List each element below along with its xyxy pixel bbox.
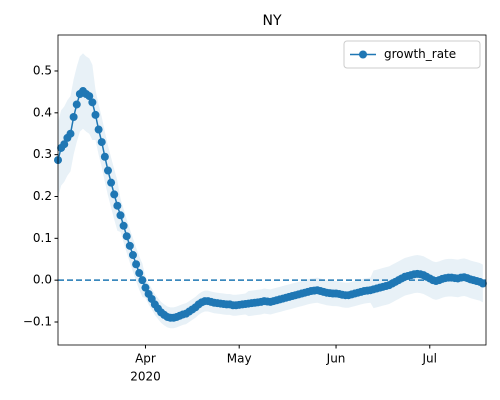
legend-marker bbox=[359, 50, 367, 59]
point bbox=[72, 100, 81, 109]
point bbox=[116, 211, 125, 220]
x-tick-sublabel: 2020 bbox=[130, 370, 161, 384]
x-tick-label: Jul bbox=[422, 352, 437, 366]
point bbox=[66, 129, 75, 138]
y-tick-label: 0.0 bbox=[33, 273, 52, 287]
confidence-band bbox=[58, 53, 483, 329]
point bbox=[128, 251, 137, 260]
point bbox=[103, 166, 112, 175]
x-tick-label: Jun bbox=[326, 352, 346, 366]
plot-frame bbox=[57, 34, 487, 346]
x-tick-label: May bbox=[227, 352, 252, 366]
point bbox=[119, 221, 128, 230]
point bbox=[478, 279, 487, 288]
point bbox=[100, 152, 109, 161]
legend-box bbox=[343, 40, 481, 69]
y-tick-label: 0.5 bbox=[33, 63, 52, 77]
point bbox=[94, 125, 103, 134]
y-tick-label: −0.1 bbox=[23, 314, 52, 328]
point bbox=[135, 269, 144, 278]
point bbox=[141, 283, 150, 292]
point bbox=[113, 201, 122, 210]
y-tick-label: 0.1 bbox=[33, 231, 52, 245]
y-tick-label: 0.4 bbox=[33, 105, 52, 119]
y-tick-label: 0.2 bbox=[33, 189, 52, 203]
chart-title: NY bbox=[262, 13, 281, 29]
y-tick-label: 0.3 bbox=[33, 147, 52, 161]
point bbox=[91, 110, 100, 119]
point bbox=[107, 178, 116, 187]
point bbox=[110, 190, 119, 199]
point bbox=[88, 98, 97, 107]
point bbox=[69, 112, 78, 121]
point bbox=[122, 232, 131, 241]
point bbox=[125, 241, 134, 250]
point bbox=[60, 140, 69, 149]
point bbox=[132, 260, 141, 269]
legend-label: growth_rate bbox=[384, 47, 456, 61]
point bbox=[97, 138, 106, 147]
point bbox=[85, 92, 94, 101]
x-tick-label: Apr bbox=[135, 352, 156, 366]
point bbox=[138, 276, 147, 285]
